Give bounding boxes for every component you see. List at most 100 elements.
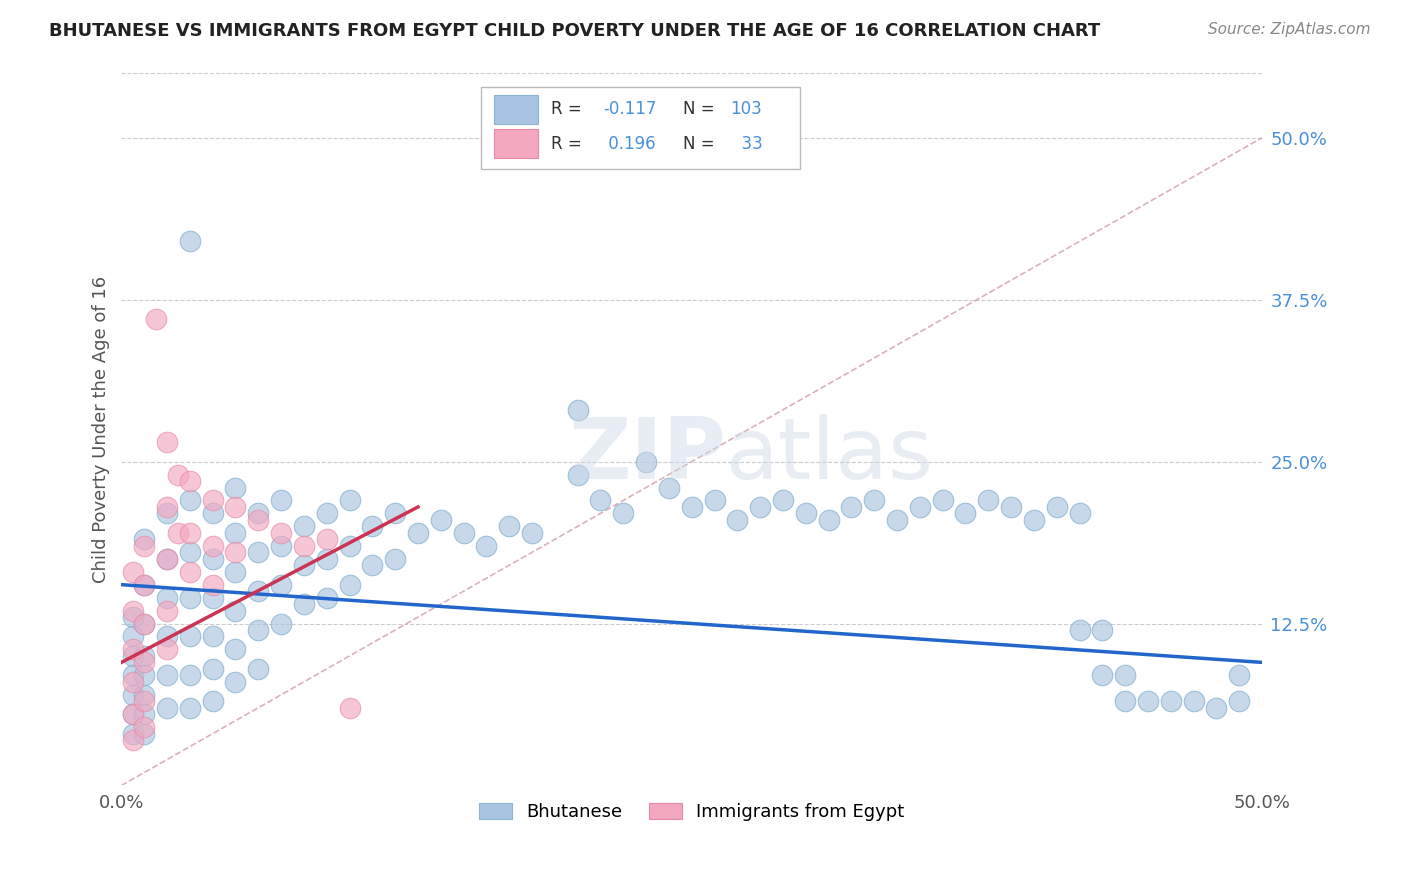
Text: ZIP: ZIP: [568, 414, 725, 497]
Point: [179, 474, 201, 488]
Text: R =: R =: [551, 100, 588, 119]
Point: [201, 591, 224, 605]
Point: [841, 500, 863, 514]
Point: [270, 493, 292, 508]
Point: [567, 402, 589, 417]
Point: [1205, 700, 1227, 714]
Text: atlas: atlas: [725, 414, 934, 497]
Point: [1160, 694, 1182, 708]
Point: [955, 507, 977, 521]
Point: [201, 662, 224, 676]
Point: [247, 584, 270, 599]
Point: [224, 642, 246, 657]
Point: [703, 493, 725, 508]
Point: [201, 551, 224, 566]
Point: [247, 545, 270, 559]
Point: [179, 493, 201, 508]
Point: [292, 519, 315, 533]
Point: [224, 500, 246, 514]
Point: [658, 481, 681, 495]
Point: [179, 235, 201, 249]
Text: BHUTANESE VS IMMIGRANTS FROM EGYPT CHILD POVERTY UNDER THE AGE OF 16 CORRELATION: BHUTANESE VS IMMIGRANTS FROM EGYPT CHILD…: [49, 22, 1101, 40]
Point: [749, 500, 772, 514]
Point: [567, 467, 589, 482]
Point: [339, 700, 361, 714]
Point: [134, 533, 156, 547]
Point: [315, 533, 337, 547]
Point: [1227, 694, 1250, 708]
FancyBboxPatch shape: [481, 87, 800, 169]
Point: [1227, 668, 1250, 682]
Point: [339, 577, 361, 591]
Point: [1069, 623, 1091, 637]
Point: [156, 551, 179, 566]
Point: [224, 604, 246, 618]
Point: [145, 312, 167, 326]
Point: [270, 525, 292, 540]
Point: [134, 707, 156, 722]
Bar: [495, 129, 537, 158]
Point: [1000, 500, 1022, 514]
Bar: [495, 95, 537, 124]
Point: [201, 694, 224, 708]
Point: [224, 525, 246, 540]
Point: [134, 616, 156, 631]
Point: [863, 493, 886, 508]
Point: [817, 513, 839, 527]
Point: [772, 493, 794, 508]
Point: [156, 435, 179, 450]
Legend: Bhutanese, Immigrants from Egypt: Bhutanese, Immigrants from Egypt: [470, 794, 914, 830]
Point: [134, 688, 156, 702]
Point: [134, 668, 156, 682]
Point: [121, 648, 143, 663]
Point: [453, 525, 475, 540]
Point: [201, 577, 224, 591]
Point: [134, 577, 156, 591]
Point: [1136, 694, 1159, 708]
Text: R =: R =: [551, 135, 588, 153]
Point: [121, 733, 143, 747]
Point: [121, 610, 143, 624]
Point: [406, 525, 429, 540]
Point: [247, 513, 270, 527]
Point: [931, 493, 953, 508]
Point: [156, 591, 179, 605]
Point: [179, 545, 201, 559]
Point: [134, 648, 156, 663]
Point: [725, 513, 748, 527]
Point: [201, 539, 224, 553]
Point: [121, 726, 143, 740]
Point: [292, 539, 315, 553]
Point: [247, 662, 270, 676]
Point: [681, 500, 703, 514]
Point: [636, 454, 658, 468]
Point: [179, 630, 201, 644]
Point: [179, 668, 201, 682]
Point: [1022, 513, 1045, 527]
Point: [167, 467, 190, 482]
Point: [1091, 668, 1114, 682]
Point: [121, 668, 143, 682]
Point: [886, 513, 908, 527]
Point: [908, 500, 931, 514]
Text: Source: ZipAtlas.com: Source: ZipAtlas.com: [1208, 22, 1371, 37]
Point: [794, 507, 817, 521]
Point: [156, 507, 179, 521]
Point: [156, 642, 179, 657]
Point: [201, 630, 224, 644]
Point: [134, 720, 156, 734]
Point: [292, 597, 315, 611]
Point: [384, 551, 406, 566]
Point: [156, 700, 179, 714]
Point: [134, 577, 156, 591]
Point: [589, 493, 612, 508]
Y-axis label: Child Poverty Under the Age of 16: Child Poverty Under the Age of 16: [93, 276, 110, 582]
Point: [201, 493, 224, 508]
Text: N =: N =: [682, 135, 720, 153]
Point: [134, 616, 156, 631]
Point: [1114, 668, 1136, 682]
Point: [315, 507, 337, 521]
Point: [1069, 507, 1091, 521]
Text: N =: N =: [682, 100, 720, 119]
Point: [612, 507, 634, 521]
